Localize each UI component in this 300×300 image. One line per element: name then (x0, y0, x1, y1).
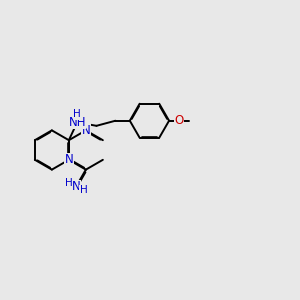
Text: N: N (64, 153, 73, 166)
Text: H: H (80, 185, 87, 195)
Text: H: H (73, 110, 81, 119)
Text: H: H (65, 178, 73, 188)
Text: N: N (72, 180, 80, 193)
Text: N: N (82, 124, 90, 137)
Text: NH: NH (68, 116, 86, 129)
Text: O: O (174, 114, 184, 127)
